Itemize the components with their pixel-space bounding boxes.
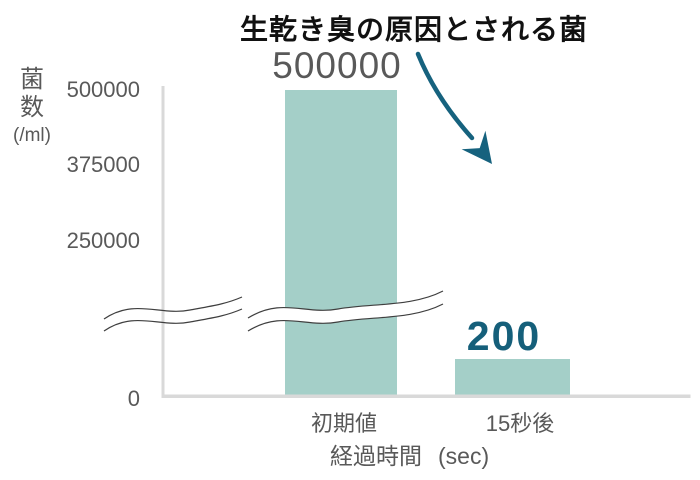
bar-after-15s — [455, 359, 570, 397]
data-label-after-15s: 200 — [466, 313, 542, 359]
bar-initial-value — [285, 90, 397, 397]
x-axis-title: 経過時間 (sec) — [330, 437, 489, 471]
annotation-arrow — [415, 51, 492, 164]
y-tick-0: 0 — [127, 386, 140, 411]
y-axis-title-char-1: 菌 — [20, 66, 44, 93]
y-axis-unit: (/ml) — [13, 125, 51, 146]
x-axis-line — [161, 394, 691, 398]
axis-break-right — [247, 290, 444, 332]
y-axis-line — [161, 86, 165, 397]
x-axis-unit: (sec) — [438, 443, 490, 469]
y-tick-500000: 500000 — [66, 77, 140, 102]
x-category-after-15s: 15秒後 — [485, 411, 555, 436]
data-label-initial-value: 500000 — [272, 45, 402, 86]
y-tick-375000: 375000 — [66, 152, 140, 177]
axis-break-left — [103, 296, 243, 332]
y-axis-title: 菌 数 (/ml) — [2, 66, 62, 150]
x-category-initial: 初期値 — [310, 411, 377, 436]
x-axis-title-text: 経過時間 — [330, 443, 422, 469]
y-axis-title-char-2: 数 — [20, 94, 44, 121]
y-tick-250000: 250000 — [66, 228, 140, 253]
chart-title: 生乾き臭の原因とされる菌 — [240, 14, 589, 45]
